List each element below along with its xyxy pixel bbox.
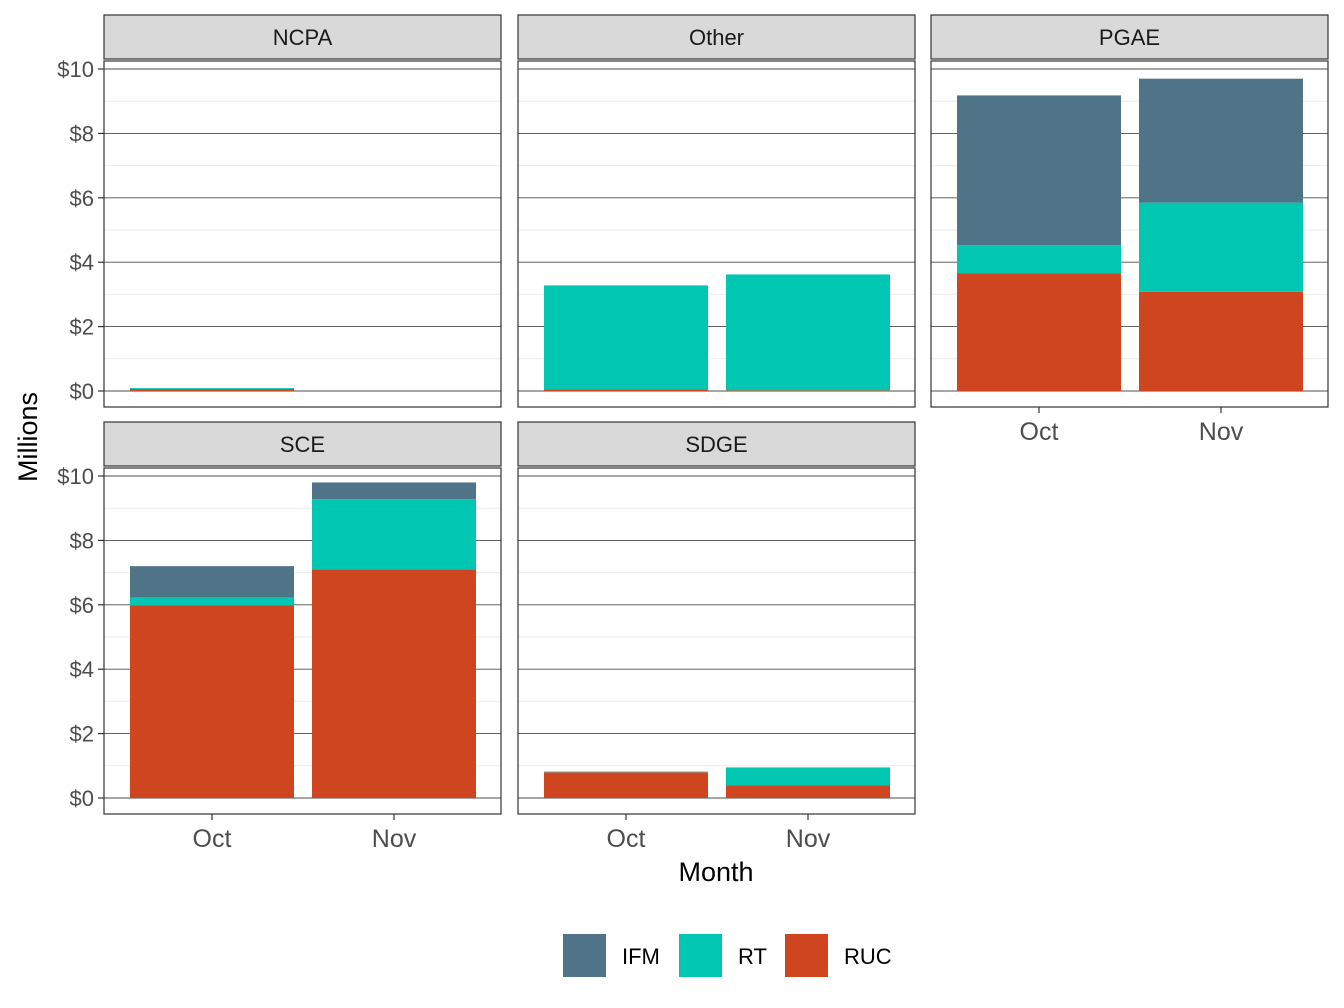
bar-rt-nov — [312, 499, 476, 570]
y-tick-label: $4 — [70, 250, 94, 275]
panel-background — [104, 61, 501, 407]
panel-strip — [103, 14, 502, 60]
y-tick-label: $10 — [57, 57, 94, 82]
bar-ifm-nov — [312, 482, 476, 500]
bar-rt-nov — [1139, 202, 1303, 292]
panel-strip — [103, 421, 502, 467]
panel-sce: SCE $0 $2 $4 $6 $8 $10 Oct Nov — [57, 421, 502, 853]
legend-label-rt: RT — [738, 944, 767, 969]
y-tick-label: $8 — [70, 528, 94, 553]
bar-rt-nov — [726, 767, 890, 786]
bar-rt-oct — [130, 597, 294, 606]
panel-sdge: SDGE Oct Nov — [517, 421, 916, 853]
panel-ncpa: NCPA $0 $2 $4 $6 $8 $10 — [57, 14, 502, 408]
bar-rt-oct — [957, 245, 1121, 274]
x-tick-label: Nov — [1199, 418, 1244, 446]
bar-rt-nov — [726, 274, 890, 391]
bar-ruc-nov — [312, 569, 476, 798]
bar-ruc-oct — [544, 772, 708, 798]
panel-border — [517, 60, 916, 408]
bar-ifm-oct — [957, 95, 1121, 246]
panel-pgae: PGAE Oct Nov — [930, 14, 1329, 446]
panel-border — [517, 467, 916, 815]
bar-ruc-nov — [1139, 291, 1303, 391]
x-tick-label: Nov — [372, 825, 417, 853]
bar-ruc-nov — [726, 390, 890, 391]
y-tick-label: $2 — [70, 722, 94, 747]
bar-ruc-oct — [957, 273, 1121, 391]
panel-background — [518, 468, 915, 814]
panel-strip-label: SCE — [280, 432, 325, 457]
panel-strip-label: NCPA — [273, 25, 333, 50]
y-tick-label: $2 — [70, 315, 94, 340]
bar-ifm-oct — [130, 566, 294, 598]
x-tick-label: Oct — [1020, 418, 1059, 446]
legend-key-ruc — [785, 934, 828, 977]
legend: IFM RT RUC — [563, 934, 892, 977]
panel-strip-label: SDGE — [685, 432, 747, 457]
panel-strip — [517, 14, 916, 60]
y-tick-label: $0 — [70, 379, 94, 404]
y-tick-label: $8 — [70, 121, 94, 146]
y-tick-label: $6 — [70, 593, 94, 618]
bar-rt-oct — [544, 771, 708, 773]
panel-border — [103, 60, 502, 408]
bar-rt-oct — [130, 388, 294, 390]
y-tick-label: $0 — [70, 786, 94, 811]
bar-ruc-oct — [130, 389, 294, 391]
legend-label-ifm: IFM — [622, 944, 660, 969]
x-tick-label: Nov — [786, 825, 831, 853]
y-tick-label: $10 — [57, 464, 94, 489]
legend-key-ifm — [563, 934, 606, 977]
panel-border — [103, 467, 502, 815]
bar-ruc-oct — [130, 605, 294, 798]
x-tick-label: Oct — [193, 825, 232, 853]
y-axis-title: Millions — [13, 392, 43, 482]
x-axis-title: Month — [678, 857, 753, 887]
bar-ruc-nov — [726, 785, 890, 798]
bar-ruc-oct — [544, 389, 708, 391]
panel-strip — [517, 421, 916, 467]
panel-border — [930, 60, 1329, 408]
panel-strip-label: Other — [689, 25, 744, 50]
y-tick-label: $4 — [70, 657, 94, 682]
x-tick-label: Oct — [607, 825, 646, 853]
panel-strip-label: PGAE — [1099, 25, 1160, 50]
bar-ifm-nov — [1139, 78, 1303, 203]
y-tick-label: $6 — [70, 186, 94, 211]
panel-other: Other — [517, 14, 916, 408]
panels-layer: NCPA $0 $2 $4 $6 $8 $10 Other PGAE Oct Nov SCE $0 $2 $… — [57, 14, 1329, 853]
legend-label-ruc: RUC — [844, 944, 892, 969]
bar-rt-oct — [544, 285, 708, 390]
legend-key-rt — [679, 934, 722, 977]
panel-strip — [930, 14, 1329, 60]
